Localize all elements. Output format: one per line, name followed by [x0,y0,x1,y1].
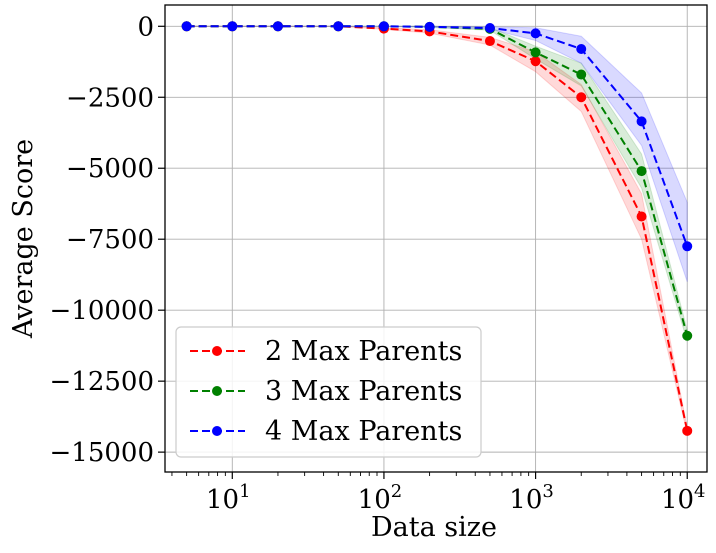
x-tick-label: 101 [206,481,251,515]
data-point [484,22,495,33]
data-point [530,47,541,58]
data-point [530,28,541,39]
legend-box [175,326,482,458]
data-point [333,21,344,32]
y-tick-label: −5000 [66,154,154,184]
data-point [636,116,647,127]
legend-label: 3 Max Parents [265,376,462,407]
data-point [272,21,283,32]
legend-label: 2 Max Parents [265,336,462,367]
data-point [424,21,435,32]
x-axis-label: Data size [371,512,497,543]
y-tick-label: −12500 [50,367,155,397]
data-point [682,241,693,252]
y-axis-label: Average Score [8,139,39,339]
legend-marker [212,346,222,356]
legend-label: 4 Max Parents [265,416,462,447]
y-tick-label: −15000 [50,438,155,468]
x-tick-label: 103 [509,481,554,515]
data-point [227,21,238,32]
data-point [484,36,495,47]
x-tick-label: 104 [661,481,706,515]
y-tick-label: −10000 [50,296,155,326]
y-tick-label: 0 [137,12,154,42]
data-point [378,21,389,32]
data-point [181,21,192,32]
legend-marker [212,386,222,396]
x-tick-label: 102 [358,481,403,515]
legend: 2 Max Parents 3 Max Parents 4 Max Parents [175,326,482,458]
data-point [576,69,587,80]
data-point [576,92,587,103]
data-point [682,330,693,341]
plot-frame [164,4,708,473]
data-point [530,56,541,67]
y-tick-label: −2500 [66,83,154,113]
x-axis-ticks: 101 102 103 104 [171,472,706,515]
y-axis-ticks: 0 −2500 −5000 −7500 −10000 −12500 −15000 [50,12,165,468]
data-point [682,425,693,436]
data-point [636,166,647,177]
data-point [576,44,587,55]
y-tick-label: −7500 [66,225,154,255]
data-point [636,211,647,222]
legend-marker [212,426,222,436]
series-points [181,21,693,436]
